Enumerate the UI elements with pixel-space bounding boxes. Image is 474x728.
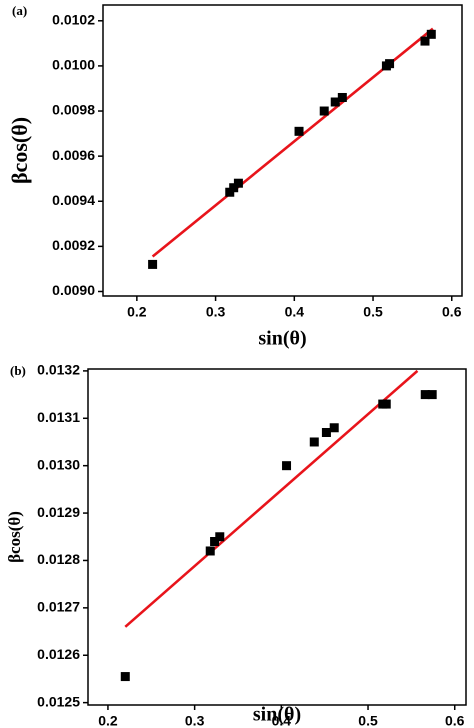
y-tick-label: 0.0130	[37, 456, 80, 472]
x-axis-label: sin(θ)	[253, 704, 301, 726]
data-point	[426, 29, 436, 39]
data-point	[282, 461, 292, 471]
y-tick-label: 0.0100	[52, 57, 95, 73]
y-tick-label: 0.0092	[52, 237, 95, 253]
y-tick-label: 0.0094	[52, 192, 95, 208]
x-tick-label: 0.6	[445, 713, 465, 728]
y-tick-label: 0.0098	[52, 102, 95, 118]
data-point	[210, 537, 220, 547]
x-tick-label: 0.2	[127, 304, 147, 320]
y-tick-label: 0.0125	[37, 693, 80, 709]
x-axis-label: sin(θ)	[258, 328, 306, 350]
x-tick-label: 0.4	[272, 713, 292, 728]
plot-frame	[102, 4, 463, 297]
data-point	[321, 428, 331, 438]
x-tick-label: 0.2	[98, 713, 118, 728]
data-point	[330, 97, 340, 107]
x-tick-label: 0.4	[285, 304, 305, 320]
data-point	[427, 390, 437, 400]
fit-line	[124, 369, 419, 628]
y-tick-label: 0.0128	[37, 551, 80, 567]
data-point	[215, 532, 225, 542]
data-point	[309, 437, 319, 447]
y-tick-label: 0.0096	[52, 147, 95, 163]
y-axis-label: βcos(θ)	[5, 511, 24, 563]
y-tick-label: 0.0102	[52, 11, 95, 27]
data-point	[148, 259, 158, 269]
x-tick-label: 0.3	[206, 304, 226, 320]
x-tick-label: 0.6	[442, 304, 462, 320]
data-point	[337, 92, 347, 102]
x-tick-label: 0.3	[185, 713, 205, 728]
data-point	[420, 390, 430, 400]
data-point	[319, 106, 329, 116]
data-point	[329, 423, 339, 433]
y-tick-label: 0.0090	[52, 282, 95, 298]
y-axis-label: βcos(θ)	[7, 117, 32, 184]
data-point	[420, 36, 430, 46]
y-tick-label: 0.0132	[37, 362, 80, 378]
panel-label: (a)	[12, 3, 27, 18]
y-tick-label: 0.0127	[37, 599, 80, 615]
data-point	[225, 187, 235, 197]
data-point	[205, 546, 215, 556]
y-tick-label: 0.0131	[37, 409, 80, 425]
x-tick-label: 0.5	[358, 713, 378, 728]
data-point	[120, 672, 130, 682]
y-tick-label: 0.0126	[37, 646, 80, 662]
x-tick-label: 0.5	[363, 304, 383, 320]
data-point	[229, 183, 239, 193]
panel-label: (b)	[10, 363, 26, 378]
plot-frame	[87, 368, 467, 706]
data-point	[385, 59, 395, 69]
data-point	[381, 399, 391, 409]
y-tick-label: 0.0129	[37, 504, 80, 520]
data-point	[294, 126, 304, 136]
data-point	[233, 178, 243, 188]
